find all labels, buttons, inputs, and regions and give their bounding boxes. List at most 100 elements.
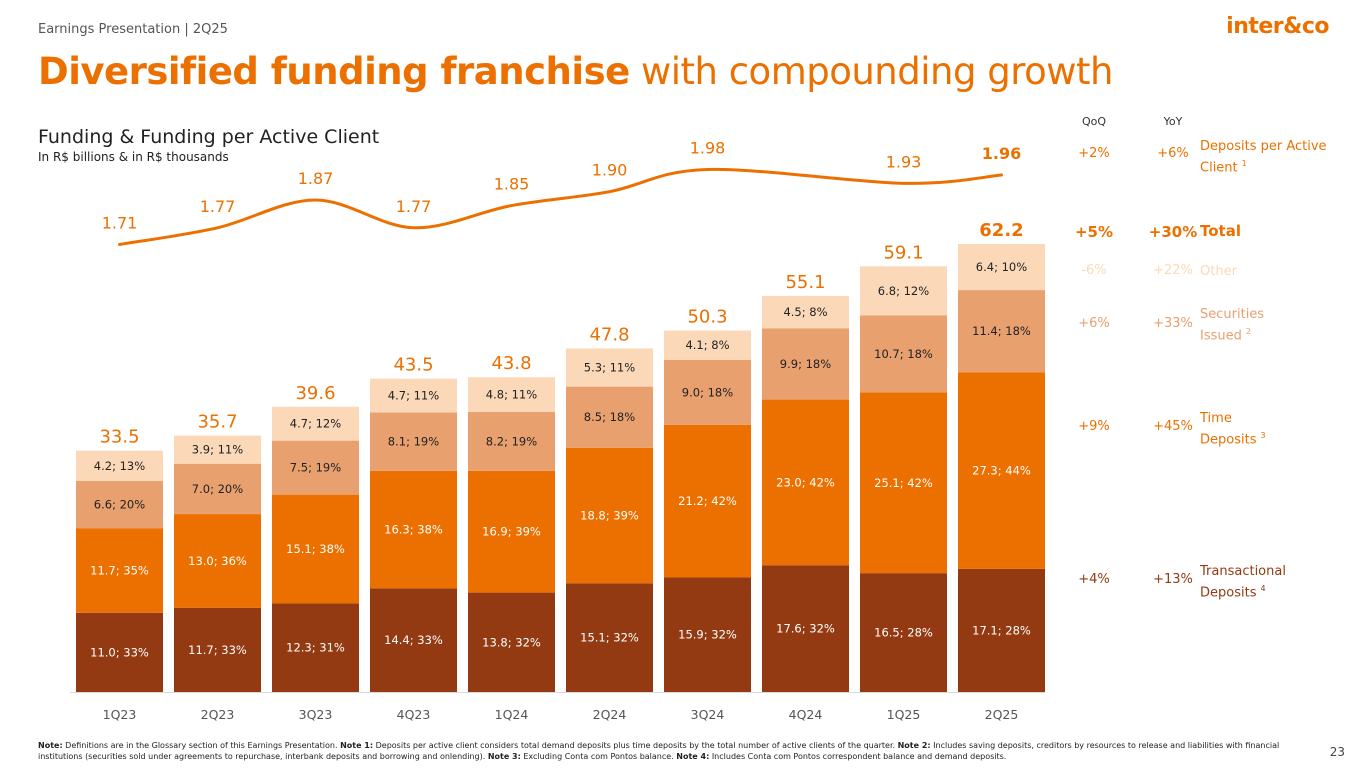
total-label: 50.3 xyxy=(687,306,727,327)
bar-segment xyxy=(272,603,359,692)
segment-label: 9.9; 18% xyxy=(780,357,831,371)
total-label: 47.8 xyxy=(589,324,629,345)
x-tick-label: 1Q24 xyxy=(495,707,529,722)
deposits-per-client-line xyxy=(118,167,1003,246)
funding-chart: 11.0; 33% 11.7; 35% 6.6; 20% 4.2; 13% 33.5 1Q… xyxy=(70,138,1045,722)
bar-segment xyxy=(664,359,751,425)
segment-label: 23.0; 42% xyxy=(776,475,835,489)
qoq-header: QoQ xyxy=(1081,115,1107,128)
side-row-deposits-per-client: +2% +6% Deposits per Active Client 1 xyxy=(1060,139,1360,184)
total-label: 62.2 xyxy=(979,220,1023,241)
segment-label: 14.4; 33% xyxy=(384,633,443,647)
yoy-header: YoY xyxy=(1163,115,1183,128)
bar-segment xyxy=(272,494,359,604)
segment-label: 15.1; 32% xyxy=(580,631,639,645)
bar-segment xyxy=(370,470,457,589)
segment-label: 4.1; 8% xyxy=(685,338,729,352)
yoy-value: +33% xyxy=(1153,316,1193,331)
segment-label: 16.3; 38% xyxy=(384,523,443,537)
x-tick-label: 4Q24 xyxy=(789,707,823,722)
x-tick-label: 4Q23 xyxy=(397,707,431,722)
segment-label: 11.0; 33% xyxy=(90,645,149,659)
bar-segment xyxy=(762,399,849,566)
line-point-label: 1.90 xyxy=(592,161,628,180)
segment-label: 11.7; 33% xyxy=(188,643,247,657)
segment-label: 6.8; 12% xyxy=(878,284,929,298)
bar-segment xyxy=(762,565,849,692)
line-point-label: 1.85 xyxy=(494,175,530,194)
row-label: Transactional Deposits 4 xyxy=(1200,564,1286,601)
bar-segment xyxy=(664,330,751,360)
x-tick-label: 2Q24 xyxy=(593,707,627,722)
segment-label: 11.4; 18% xyxy=(972,324,1031,338)
bar-segment xyxy=(468,377,555,412)
row-label: Total xyxy=(1200,222,1241,240)
segment-label: 17.1; 28% xyxy=(972,623,1031,637)
chart-title: Funding & Funding per Active Client xyxy=(38,126,380,148)
row-label: Other xyxy=(1200,264,1237,279)
bar-segment xyxy=(958,290,1045,373)
side-row-other: -6% +22% Other xyxy=(1060,263,1360,303)
line-point-label: 1.77 xyxy=(396,197,432,216)
yoy-value: +30% xyxy=(1148,223,1198,241)
bar-segment xyxy=(860,392,947,574)
bar-segment xyxy=(76,612,163,692)
x-tick-label: 2Q23 xyxy=(201,707,235,722)
segment-label: 7.0; 20% xyxy=(192,482,243,496)
segment-label: 8.2; 19% xyxy=(486,434,537,448)
bar-segment xyxy=(468,470,555,593)
segment-label: 11.7; 35% xyxy=(90,564,149,578)
segment-label: 4.7; 12% xyxy=(290,417,341,431)
qoq-value: +6% xyxy=(1078,316,1110,331)
yoy-value: +13% xyxy=(1153,572,1193,587)
x-tick-label: 2Q25 xyxy=(985,707,1019,722)
bar-segment xyxy=(958,244,1045,291)
bar-segment xyxy=(958,568,1045,692)
segment-label: 8.5; 18% xyxy=(584,410,635,424)
bar-segment xyxy=(566,348,653,387)
row-label: Deposits per Active Client 1 xyxy=(1200,139,1327,176)
segment-label: 3.9; 11% xyxy=(192,443,243,457)
bar-segment xyxy=(664,577,751,692)
bar-segment xyxy=(174,514,261,608)
total-label: 55.1 xyxy=(785,272,825,293)
x-tick-label: 1Q25 xyxy=(887,707,921,722)
segment-label: 10.7; 18% xyxy=(874,347,933,361)
segment-label: 4.7; 11% xyxy=(388,389,439,403)
segment-label: 9.0; 18% xyxy=(682,385,733,399)
qoq-value: -6% xyxy=(1081,263,1107,278)
total-label: 35.7 xyxy=(197,412,237,433)
segment-label: 6.6; 20% xyxy=(94,498,145,512)
qoq-value: +4% xyxy=(1078,572,1110,587)
side-row-securities: +6% +33% Securities Issued 2 xyxy=(1060,307,1360,354)
bar-segment xyxy=(958,372,1045,569)
segment-label: 6.4; 10% xyxy=(976,260,1027,274)
bar-segment xyxy=(762,328,849,400)
bar-segment xyxy=(370,588,457,692)
side-row-transactional: +4% +13% Transactional Deposits 4 xyxy=(1060,564,1360,612)
line-point-label: 1.93 xyxy=(886,152,922,171)
bar-segment xyxy=(468,592,555,692)
title-rest: with compounding growth xyxy=(629,50,1114,93)
total-label: 43.8 xyxy=(491,353,531,374)
segment-label: 15.9; 32% xyxy=(678,628,737,642)
line-point-label: 1.87 xyxy=(298,169,334,188)
bar-segment xyxy=(174,607,261,692)
page-title: Diversified funding franchise with compo… xyxy=(38,50,1113,93)
segment-label: 8.1; 19% xyxy=(388,435,439,449)
segment-label: 16.9; 39% xyxy=(482,525,541,539)
bar-segment xyxy=(370,378,457,413)
side-row-total: +5% +30% Total xyxy=(1060,222,1360,262)
bar-segment xyxy=(860,315,947,393)
total-label: 43.5 xyxy=(393,355,433,376)
chart-subtitle: In R$ billions & in R$ thousands xyxy=(38,150,229,164)
segment-label: 27.3; 44% xyxy=(972,464,1031,478)
bar-segment xyxy=(566,447,653,584)
footnote: Note: Definitions are in the Glossary se… xyxy=(38,741,1280,761)
total-label: 33.5 xyxy=(99,427,139,448)
bar-segment xyxy=(76,528,163,613)
segment-label: 4.8; 11% xyxy=(486,388,537,402)
segment-label: 5.3; 11% xyxy=(584,361,635,375)
bar-segment xyxy=(76,450,163,481)
total-label: 59.1 xyxy=(883,242,923,263)
